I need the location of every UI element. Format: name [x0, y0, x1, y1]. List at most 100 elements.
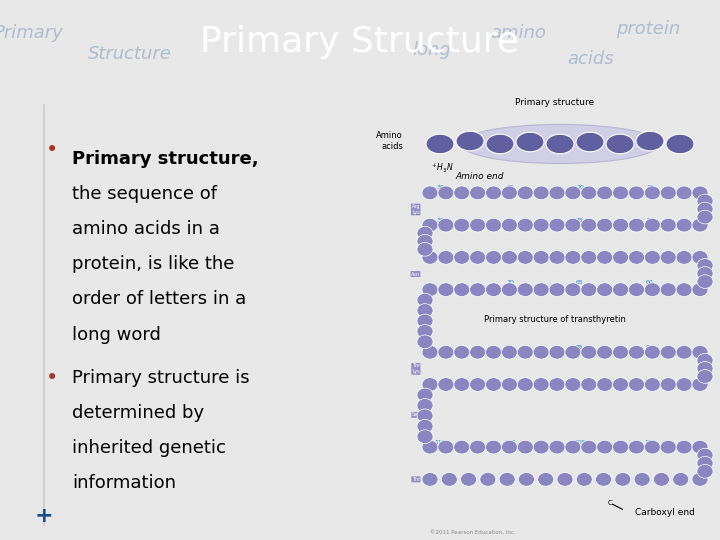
Ellipse shape	[660, 346, 676, 359]
Ellipse shape	[485, 218, 502, 232]
Ellipse shape	[461, 472, 477, 486]
Ellipse shape	[517, 440, 534, 454]
Text: 105: 105	[574, 440, 586, 445]
Text: 45: 45	[576, 218, 584, 222]
Text: Asn: Asn	[411, 272, 420, 276]
Ellipse shape	[644, 440, 660, 454]
Ellipse shape	[517, 186, 534, 200]
Text: 40: 40	[506, 218, 514, 222]
Ellipse shape	[597, 251, 613, 264]
Ellipse shape	[565, 251, 581, 264]
Ellipse shape	[417, 293, 433, 307]
Ellipse shape	[666, 134, 694, 154]
Ellipse shape	[660, 440, 676, 454]
Text: 115: 115	[434, 440, 446, 445]
Ellipse shape	[485, 346, 502, 359]
Ellipse shape	[417, 226, 433, 240]
Ellipse shape	[676, 251, 692, 264]
Text: Carboxyl end: Carboxyl end	[635, 508, 695, 517]
Text: 15: 15	[646, 185, 654, 191]
Ellipse shape	[565, 346, 581, 359]
Ellipse shape	[454, 218, 469, 232]
Ellipse shape	[534, 377, 549, 392]
Ellipse shape	[597, 440, 613, 454]
Ellipse shape	[697, 194, 713, 208]
Ellipse shape	[454, 251, 469, 264]
Ellipse shape	[469, 440, 486, 454]
Ellipse shape	[517, 346, 534, 359]
Ellipse shape	[613, 251, 629, 264]
Text: C: C	[608, 500, 613, 506]
Ellipse shape	[534, 440, 549, 454]
Ellipse shape	[565, 440, 581, 454]
Ellipse shape	[469, 218, 486, 232]
Text: amino acids in a: amino acids in a	[72, 220, 220, 238]
Text: Primary: Primary	[0, 24, 63, 43]
Ellipse shape	[417, 314, 433, 328]
Ellipse shape	[697, 464, 713, 478]
Ellipse shape	[469, 186, 486, 200]
Ellipse shape	[581, 186, 597, 200]
Ellipse shape	[629, 377, 644, 392]
Ellipse shape	[438, 440, 454, 454]
Ellipse shape	[581, 283, 597, 296]
Ellipse shape	[660, 377, 676, 392]
Ellipse shape	[516, 132, 544, 152]
Ellipse shape	[454, 283, 469, 296]
Text: 30: 30	[436, 185, 444, 191]
Ellipse shape	[629, 346, 644, 359]
Ellipse shape	[692, 218, 708, 232]
Ellipse shape	[606, 134, 634, 154]
Ellipse shape	[438, 377, 454, 392]
Text: 50: 50	[646, 218, 654, 222]
Ellipse shape	[454, 346, 469, 359]
Ellipse shape	[469, 283, 486, 296]
Ellipse shape	[613, 283, 629, 296]
Text: ©2011 Pearson Education, Inc.: ©2011 Pearson Education, Inc.	[430, 530, 516, 535]
Text: Primary structure: Primary structure	[516, 98, 595, 107]
Ellipse shape	[417, 303, 433, 318]
Ellipse shape	[517, 218, 534, 232]
Ellipse shape	[469, 251, 486, 264]
Ellipse shape	[549, 218, 565, 232]
Ellipse shape	[546, 134, 574, 154]
Ellipse shape	[697, 354, 713, 367]
Ellipse shape	[499, 472, 515, 486]
Ellipse shape	[501, 346, 518, 359]
Ellipse shape	[485, 283, 502, 296]
Ellipse shape	[480, 472, 496, 486]
Ellipse shape	[613, 377, 629, 392]
Ellipse shape	[438, 251, 454, 264]
Ellipse shape	[422, 251, 438, 264]
Ellipse shape	[692, 186, 708, 200]
Ellipse shape	[417, 325, 433, 338]
Text: Primary Structure: Primary Structure	[200, 25, 520, 59]
Ellipse shape	[501, 186, 518, 200]
Text: long: long	[413, 41, 451, 59]
Ellipse shape	[629, 218, 644, 232]
Ellipse shape	[697, 369, 713, 383]
Ellipse shape	[486, 134, 514, 154]
Ellipse shape	[581, 440, 597, 454]
Text: the sequence of: the sequence of	[72, 185, 217, 203]
Text: 100: 100	[644, 440, 656, 445]
Ellipse shape	[644, 283, 660, 296]
Ellipse shape	[417, 242, 433, 256]
Ellipse shape	[565, 218, 581, 232]
Ellipse shape	[454, 186, 469, 200]
Ellipse shape	[438, 218, 454, 232]
Ellipse shape	[549, 440, 565, 454]
Ellipse shape	[426, 134, 454, 154]
Ellipse shape	[629, 283, 644, 296]
Ellipse shape	[422, 472, 438, 486]
Text: inherited genetic: inherited genetic	[72, 439, 226, 457]
Text: Arg
Lys: Arg Lys	[412, 204, 420, 215]
Ellipse shape	[549, 251, 565, 264]
Text: Ser: Ser	[412, 413, 420, 417]
Ellipse shape	[549, 377, 565, 392]
Text: 90: 90	[646, 345, 654, 350]
Text: protein, is like the: protein, is like the	[72, 255, 235, 273]
Ellipse shape	[697, 202, 713, 216]
Ellipse shape	[422, 440, 438, 454]
Ellipse shape	[485, 440, 502, 454]
